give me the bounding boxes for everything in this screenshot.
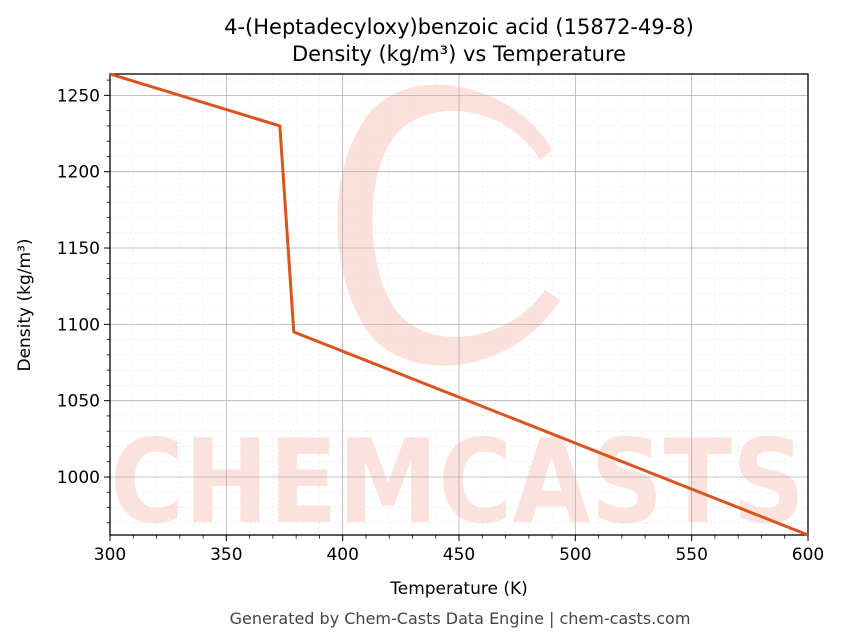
y-tick-label: 1050 — [57, 392, 100, 412]
x-tick-label: 600 — [792, 545, 824, 565]
chart-title-line2: Density (kg/m³) vs Temperature — [292, 42, 626, 66]
watermark-text: CHEMCASTS — [110, 415, 805, 550]
chart-title-line1: 4-(Heptadecyloxy)benzoic acid (15872-49-… — [224, 15, 694, 39]
axis-ticks: 300 350 400 450 500 550 600 1000 1050 1100 1150 120… — [57, 79, 824, 565]
y-tick-label: 1150 — [57, 239, 100, 259]
x-tick-label: 300 — [94, 545, 126, 565]
y-axis-label: Density (kg/m³) — [15, 238, 35, 371]
x-tick-label: 400 — [326, 545, 358, 565]
x-tick-label: 550 — [675, 545, 707, 565]
watermark-c-logo — [337, 84, 560, 366]
y-tick-label: 1000 — [57, 468, 100, 488]
watermark: CHEMCASTS — [110, 84, 805, 550]
y-tick-label: 1250 — [57, 86, 100, 106]
y-tick-label: 1200 — [57, 163, 100, 183]
footer-credit: Generated by Chem-Casts Data Engine | ch… — [230, 609, 691, 628]
x-tick-label: 450 — [443, 545, 475, 565]
x-tick-label: 350 — [210, 545, 242, 565]
density-line — [109, 72, 809, 537]
y-tick-label: 1100 — [57, 315, 100, 335]
x-axis-label: Temperature (K) — [389, 579, 528, 599]
x-tick-label: 500 — [559, 545, 591, 565]
series-layer — [109, 72, 809, 537]
